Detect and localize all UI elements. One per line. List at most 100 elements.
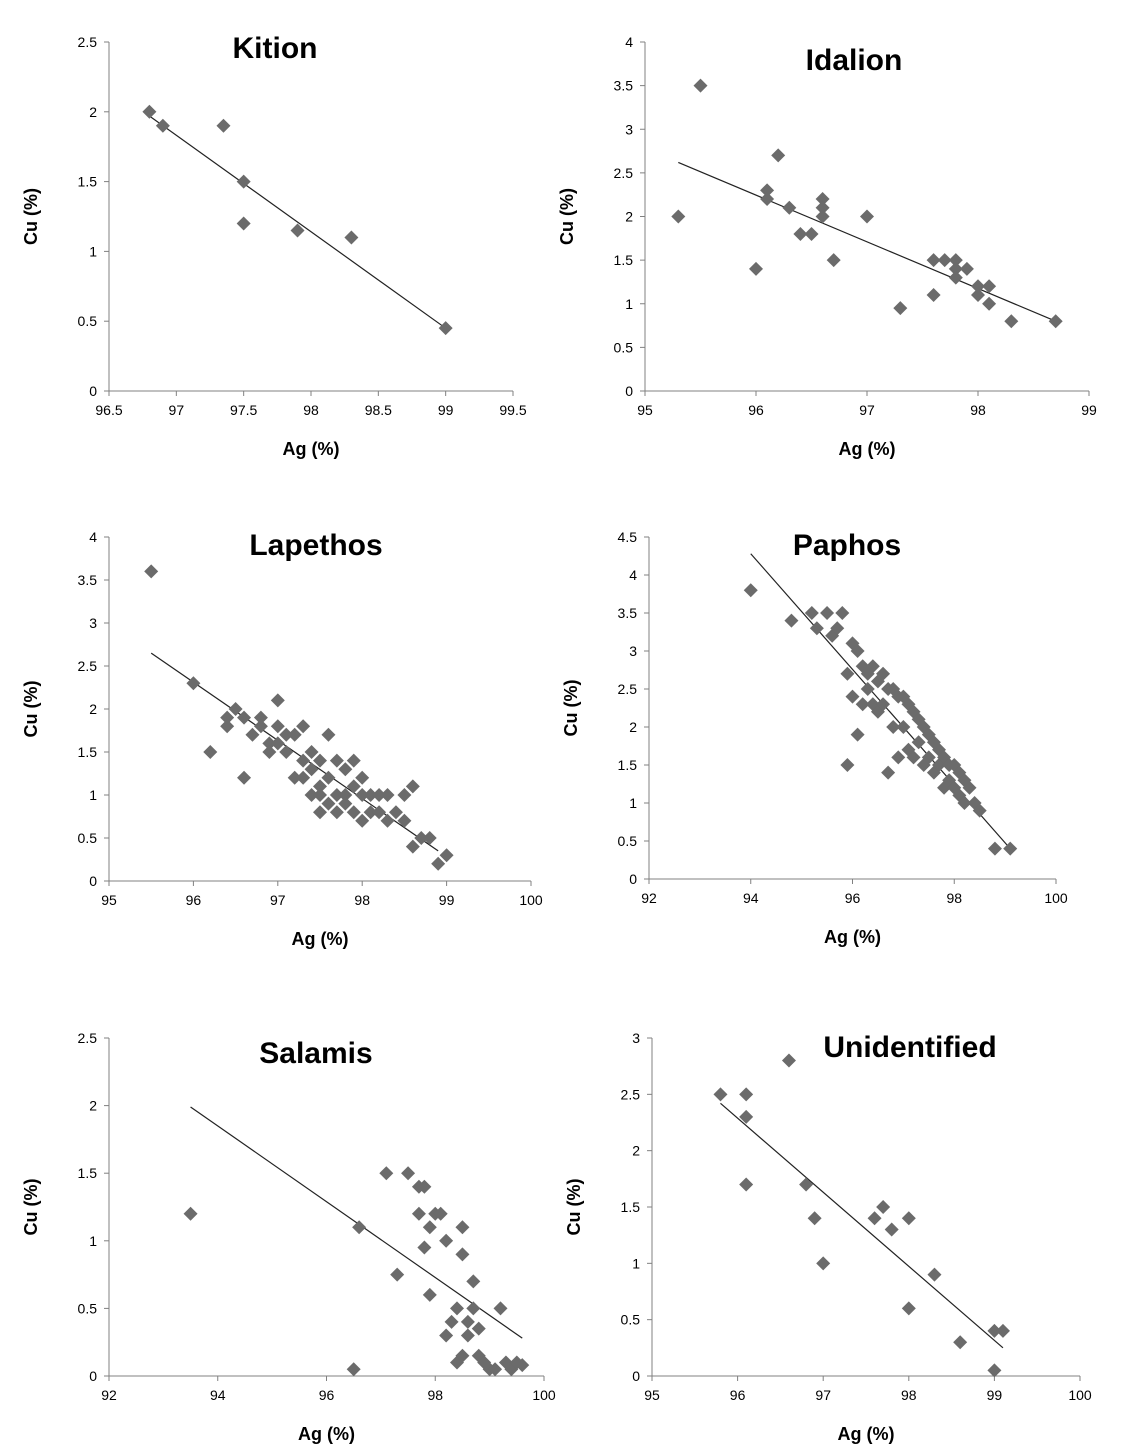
x-tick-label: 97 [815, 1387, 831, 1403]
data-point [850, 727, 865, 742]
y-tick-label: 1.5 [78, 174, 98, 190]
data-point [397, 813, 412, 828]
data-point [493, 1301, 508, 1316]
y-tick-label: 1 [625, 296, 633, 312]
y-tick-label: 2 [625, 209, 633, 225]
x-tick-label: 95 [637, 402, 653, 418]
data-point [671, 209, 686, 224]
y-tick-label: 4 [89, 529, 97, 545]
y-axis-title: Cu (%) [21, 1179, 41, 1236]
data-point [296, 753, 311, 768]
data-point [460, 1328, 475, 1343]
data-point [860, 209, 874, 224]
data-point [380, 813, 395, 828]
y-tick-label: 2.5 [78, 34, 98, 50]
chart-panel-lapethos: 0 0.5 1 1.5 2 2.5 3 3.5 4 95 96 97 98 99 100 Ag (%) Cu (… [21, 529, 543, 949]
data-point [455, 1220, 470, 1235]
data-point [262, 736, 277, 751]
x-tick-label: 98 [901, 1387, 917, 1403]
data-point [948, 253, 963, 268]
data-point [515, 1358, 530, 1373]
x-axis-title: Ag (%) [292, 929, 349, 949]
data-point [220, 710, 235, 725]
x-tick-label: 97 [270, 892, 286, 908]
chart-panel-kition: 0 0.5 1 1.5 2 2.5 96.5 97 97.5 98 98.5 99 99.5 Ag (%)… [21, 32, 527, 459]
data-point [304, 762, 319, 777]
data-point [444, 1314, 459, 1329]
y-tick-label: 2.5 [78, 1030, 98, 1046]
y-tick-label: 1 [89, 1233, 97, 1249]
data-point [344, 230, 359, 245]
data-point [799, 1177, 814, 1192]
data-point [891, 750, 906, 765]
data-point [290, 223, 305, 238]
data-point [439, 1328, 454, 1343]
data-point [793, 226, 808, 241]
data-point [329, 788, 344, 802]
y-axis-title: Cu (%) [557, 188, 577, 245]
x-tick-label: 98 [970, 402, 986, 418]
x-tick-label: 96 [845, 890, 861, 906]
data-point [414, 831, 429, 845]
data-point [948, 270, 963, 285]
data-point [438, 321, 453, 336]
y-tick-label: 2 [629, 719, 637, 735]
y-tick-label: 1 [89, 243, 97, 259]
x-tick-label: 99 [1081, 402, 1097, 418]
data-point [466, 1301, 481, 1316]
data-point [804, 606, 819, 620]
data-point [355, 813, 370, 828]
x-axis-title: Ag (%) [839, 439, 896, 459]
data-point [186, 676, 201, 691]
data-point [313, 753, 327, 768]
data-point [693, 78, 708, 93]
x-tick-label: 96.5 [95, 402, 122, 418]
data-point [471, 1321, 486, 1336]
data-point [379, 1166, 394, 1181]
data-point [987, 1363, 1002, 1378]
data-point [422, 831, 437, 845]
x-tick-label: 98.5 [365, 402, 392, 418]
data-point [313, 788, 327, 802]
data-point [236, 174, 251, 189]
data-point [466, 1274, 481, 1289]
data-point [422, 1287, 437, 1302]
chart-title: Unidentified [823, 1031, 996, 1064]
data-point [840, 666, 855, 681]
data-point [237, 770, 252, 785]
data-point [760, 183, 775, 198]
data-point [739, 1087, 754, 1102]
data-point [959, 261, 974, 276]
data-point [987, 841, 1002, 856]
x-tick-label: 97 [859, 402, 875, 418]
data-point [760, 192, 775, 207]
data-point [390, 1267, 405, 1282]
data-point [363, 788, 378, 802]
data-point [884, 1222, 899, 1237]
data-point [1003, 841, 1018, 856]
x-tick-label: 96 [730, 1387, 746, 1403]
data-point [422, 1220, 437, 1235]
x-tick-label: 100 [1044, 890, 1068, 906]
data-point [183, 1206, 198, 1221]
data-point [237, 710, 252, 725]
data-point [287, 727, 302, 742]
x-tick-label: 94 [743, 890, 759, 906]
x-axis-title: Ag (%) [824, 927, 881, 947]
y-tick-label: 3 [629, 643, 637, 659]
data-point [782, 200, 797, 215]
data-point [855, 697, 870, 712]
data-point [815, 192, 830, 207]
data-point [982, 279, 997, 294]
y-tick-label: 1 [89, 787, 97, 803]
x-tick-label: 99.5 [499, 402, 526, 418]
data-point [876, 697, 891, 712]
data-point [439, 848, 454, 863]
data-point [372, 788, 387, 802]
data-point [287, 770, 302, 785]
data-point [743, 583, 758, 598]
y-tick-label: 0.5 [621, 1312, 641, 1328]
data-point [771, 148, 786, 163]
data-point [1048, 314, 1063, 329]
